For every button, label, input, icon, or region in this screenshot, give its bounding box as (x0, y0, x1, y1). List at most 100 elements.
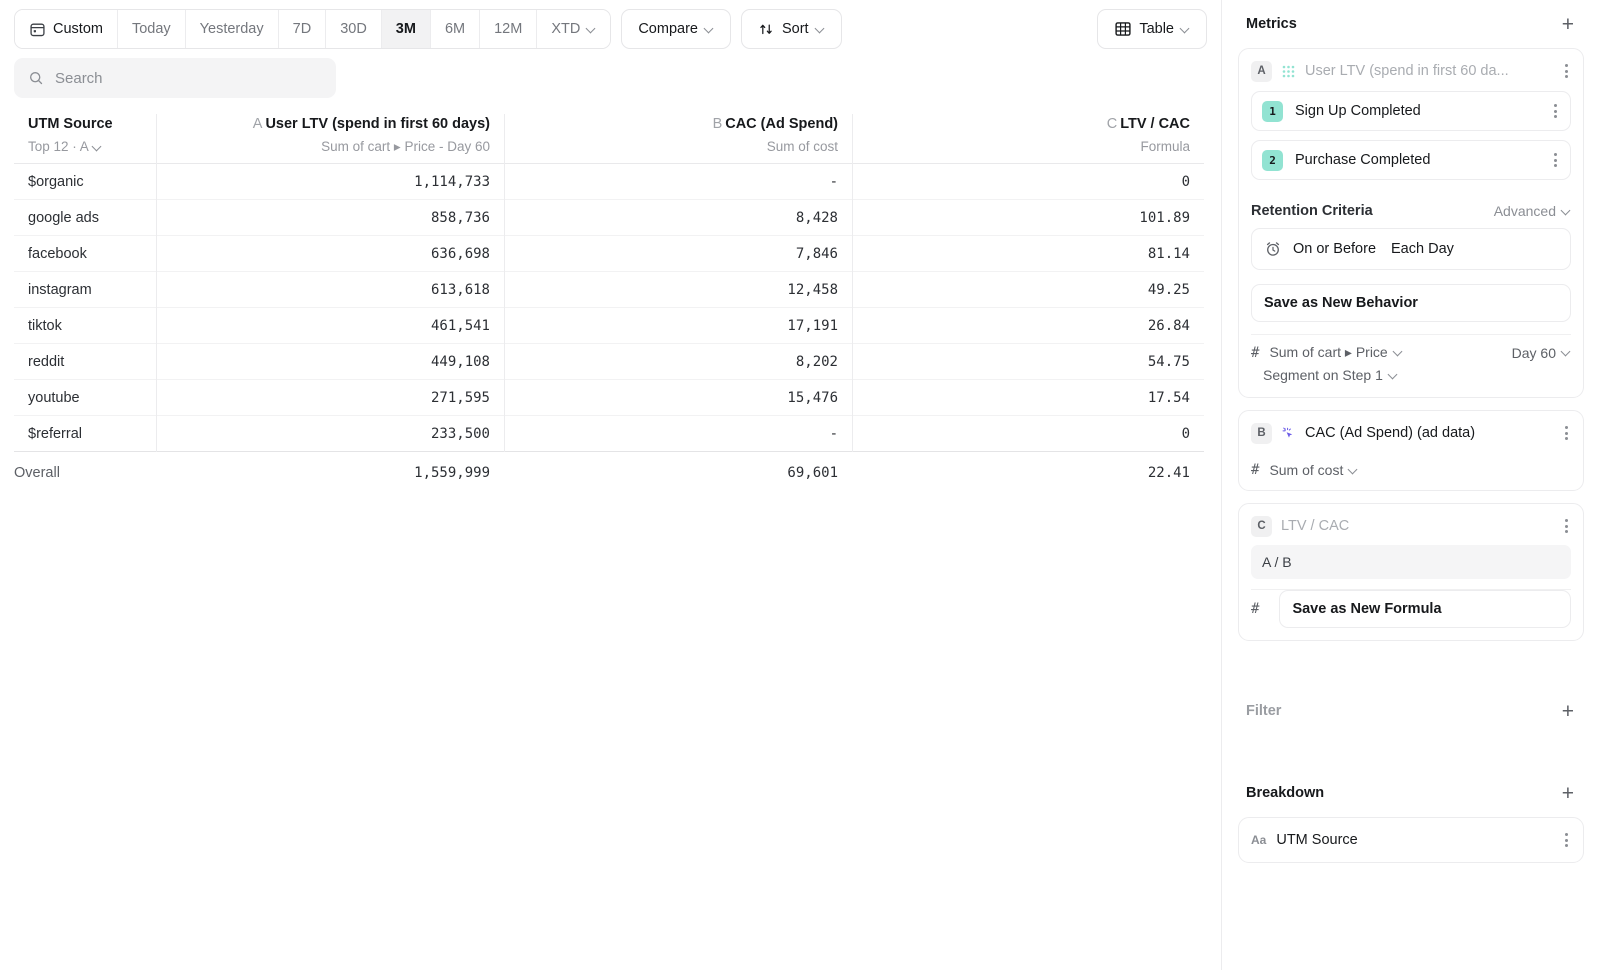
range-yesterday[interactable]: Yesterday (185, 10, 279, 48)
metric-a-aggregation-row: # Sum of cart ▸ Price Day 60 (1239, 335, 1583, 363)
cell-cac: 8,428 (504, 199, 852, 236)
table-row[interactable]: facebook 636,698 7,846 81.14 (14, 235, 1204, 272)
cell-ratio: 81.14 (852, 235, 1204, 272)
retention-advanced-dropdown[interactable]: Advanced (1494, 203, 1571, 219)
chevron-down-icon (1349, 466, 1358, 475)
column-header-utm-source[interactable]: UTM Source Top 12 · A (14, 114, 156, 157)
col3-subtitle: Formula (1140, 139, 1190, 154)
table-row[interactable]: tiktok 461,541 17,191 26.84 (14, 307, 1204, 344)
chevron-down-icon (1181, 25, 1190, 34)
date-range-selector[interactable]: Custom Today Yesterday 7D 30D 3M (14, 9, 612, 49)
filter-section-header: Filter + (1238, 687, 1584, 735)
col3-title: LTV / CAC (1120, 116, 1190, 132)
retention-criteria-control[interactable]: On or Before Each Day (1251, 228, 1571, 270)
view-type-label: Table (1139, 21, 1174, 37)
metric-a-menu-button[interactable] (1562, 60, 1571, 82)
column-header-ltv-cac[interactable]: C LTV / CAC Formula (852, 114, 1204, 164)
add-filter-button[interactable]: + (1561, 699, 1574, 723)
table-row[interactable]: $organic 1,114,733 - 0 (14, 163, 1204, 200)
metric-a-badge: A (1251, 60, 1272, 82)
retention-advanced-label: Advanced (1493, 203, 1556, 219)
range-7d[interactable]: 7D (278, 10, 327, 48)
metric-c-save-row: # Save as New Formula (1239, 590, 1583, 640)
compare-button[interactable]: Compare (621, 9, 731, 49)
col0-subtitle-dropdown[interactable]: Top 12 · A (28, 137, 102, 157)
metric-b-header[interactable]: B CAC (Ad Spend) (ad data) (1239, 411, 1583, 453)
cell-cac: - (504, 163, 852, 200)
range-6m[interactable]: 6M (430, 10, 481, 48)
chevron-down-icon (816, 25, 825, 34)
cell-ratio: 17.54 (852, 379, 1204, 416)
cell-source: instagram (28, 281, 92, 298)
metric-step-1[interactable]: 1 Sign Up Completed (1251, 91, 1571, 131)
range-30d[interactable]: 30D (326, 10, 382, 48)
breakdown-section-header: Breakdown + (1238, 769, 1584, 817)
range-7d-label: 7D (292, 21, 312, 37)
add-metric-button[interactable]: + (1561, 12, 1574, 36)
step-2-menu-button[interactable] (1551, 149, 1560, 171)
metric-c-menu-button[interactable] (1562, 515, 1571, 537)
cell-ltv: 1,114,733 (156, 163, 504, 200)
chevron-down-icon (1389, 371, 1398, 380)
metric-b-menu-button[interactable] (1562, 422, 1571, 444)
sort-button[interactable]: Sort (740, 9, 842, 49)
step-1-number: 1 (1262, 100, 1283, 122)
cell-cac: - (504, 415, 852, 452)
metrics-section-header: Metrics + (1238, 0, 1584, 48)
metric-b-aggregation-dropdown[interactable]: Sum of cost (1269, 462, 1358, 478)
cell-cac: 7,846 (504, 235, 852, 272)
table-row[interactable]: google ads 858,736 8,428 101.89 (14, 199, 1204, 236)
step-1-menu-button[interactable] (1551, 100, 1560, 122)
add-breakdown-button[interactable]: + (1561, 781, 1574, 805)
cell-source: $organic (28, 173, 84, 190)
hash-icon: # (1251, 462, 1260, 478)
filter-title: Filter (1246, 703, 1282, 719)
cell-source: google ads (28, 209, 99, 226)
column-header-ltv[interactable]: A User LTV (spend in first 60 days) Sum o… (156, 114, 504, 164)
table-row[interactable]: reddit 449,108 8,202 54.75 (14, 343, 1204, 380)
column-header-cac[interactable]: B CAC (Ad Spend) Sum of cost (504, 114, 852, 164)
breakdown-item-utm-source[interactable]: Aa UTM Source (1238, 817, 1584, 863)
search-input[interactable]: Search (14, 58, 336, 98)
range-12m[interactable]: 12M (480, 10, 538, 48)
metric-c-header[interactable]: C LTV / CAC (1239, 504, 1583, 543)
hash-icon: # (1251, 601, 1260, 617)
table-row[interactable]: instagram 613,618 12,458 49.25 (14, 271, 1204, 308)
table-row[interactable]: $referral 233,500 - 0 (14, 415, 1204, 452)
metric-a-aggregation-label: Sum of cart ▸ Price (1269, 344, 1388, 360)
save-as-new-behavior-button[interactable]: Save as New Behavior (1251, 284, 1571, 322)
view-type-button[interactable]: Table (1097, 9, 1207, 49)
col0-title: UTM Source (28, 116, 113, 132)
metric-b-aggregation-row: # Sum of cost (1239, 453, 1583, 490)
save-as-new-formula-button[interactable]: Save as New Formula (1279, 590, 1571, 628)
range-custom[interactable]: Custom (15, 10, 118, 48)
metric-c-formula-input[interactable]: A / B (1251, 545, 1571, 579)
table-row[interactable]: youtube 271,595 15,476 17.54 (14, 379, 1204, 416)
cell-cac: 17,191 (504, 307, 852, 344)
retention-criteria-title: Retention Criteria (1251, 203, 1373, 219)
metric-c-badge: C (1251, 515, 1272, 537)
range-today[interactable]: Today (117, 10, 186, 48)
save-behavior-label: Save as New Behavior (1264, 295, 1418, 311)
chevron-down-icon (587, 25, 596, 34)
range-xtd[interactable]: XTD (537, 10, 611, 48)
cell-ratio: 0 (852, 415, 1204, 452)
overall-ratio: 22.41 (1147, 465, 1190, 481)
range-3m[interactable]: 3M (381, 10, 431, 48)
metric-a-header[interactable]: A User LTV (spend in first 60 da... (1239, 49, 1583, 91)
cell-source: reddit (28, 353, 65, 370)
metric-b-title: CAC (Ad Spend) (ad data) (1305, 425, 1476, 441)
metric-c-formula-value: A / B (1262, 554, 1292, 570)
metric-step-2[interactable]: 2 Purchase Completed (1251, 140, 1571, 180)
sort-label: Sort (781, 21, 809, 37)
metric-a-segment-dropdown[interactable]: Segment on Step 1 (1263, 367, 1398, 383)
range-6m-label: 6M (444, 21, 466, 37)
metric-a-divider (1251, 334, 1571, 335)
search-icon (28, 70, 44, 86)
breakdown-item-menu-button[interactable] (1562, 829, 1571, 851)
hash-icon: # (1251, 344, 1260, 361)
dotted-grid-icon (1281, 64, 1296, 79)
cell-ltv: 461,541 (156, 307, 504, 344)
metric-a-day-window-dropdown[interactable]: Day 60 (1512, 345, 1571, 361)
metric-a-aggregation-dropdown[interactable]: Sum of cart ▸ Price (1269, 344, 1402, 361)
